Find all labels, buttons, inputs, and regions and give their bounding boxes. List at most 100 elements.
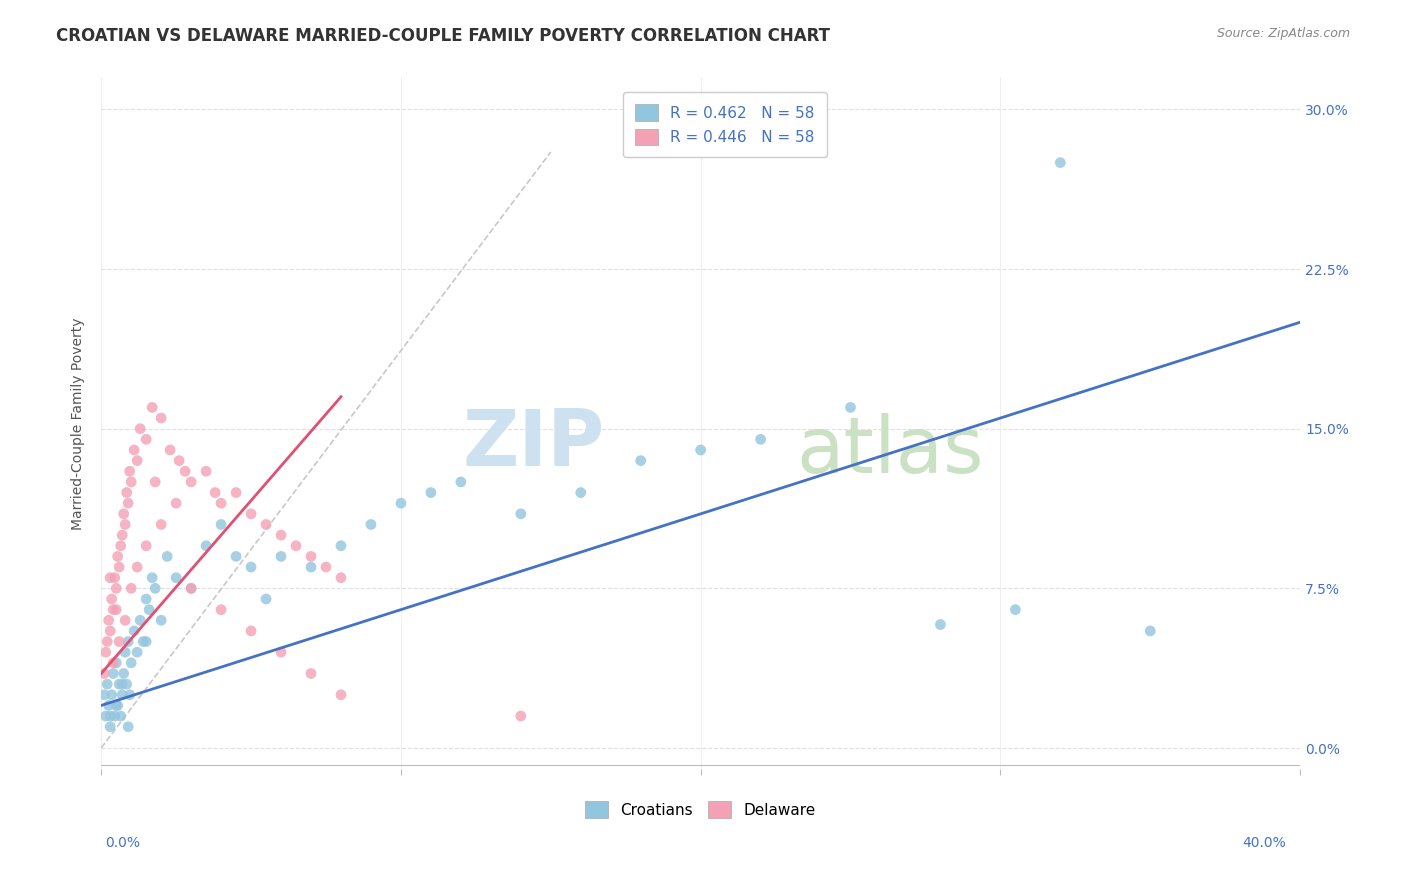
Point (285, 539, 308, 553)
Point (204, 485, 226, 500)
Text: 0.0%: 0.0% (105, 836, 141, 850)
Point (135, 592, 157, 607)
Point (150, 613, 173, 627)
Point (299, 666, 322, 681)
Point (105, 656, 128, 670)
Point (112, 507, 135, 521)
Point (114, 517, 136, 532)
Point (150, 517, 173, 532)
Point (159, 442, 181, 457)
Point (360, 517, 382, 532)
Point (94, 645, 117, 659)
Point (122, 624, 145, 638)
Point (419, 485, 441, 500)
Point (96, 634, 118, 648)
Point (209, 496, 232, 510)
Point (225, 549, 247, 564)
Point (98, 709, 121, 723)
Point (141, 571, 163, 585)
Point (299, 560, 322, 574)
Point (270, 528, 292, 542)
Point (120, 475, 142, 489)
Text: CROATIAN VS DELAWARE MARRIED-COUPLE FAMILY POVERTY CORRELATION CHART: CROATIAN VS DELAWARE MARRIED-COUPLE FAMI… (56, 27, 830, 45)
Point (96, 677, 118, 691)
Point (117, 720, 139, 734)
Point (165, 496, 187, 510)
Point (105, 582, 128, 596)
Point (1004, 602, 1026, 616)
Point (138, 602, 160, 616)
Point (94, 709, 117, 723)
Point (114, 645, 136, 659)
Point (749, 433, 772, 447)
Point (299, 549, 322, 564)
Point (100, 592, 122, 607)
Point (1049, 155, 1071, 169)
Point (180, 582, 202, 596)
Point (135, 433, 157, 447)
Point (450, 475, 472, 489)
Point (108, 634, 131, 648)
Point (270, 645, 292, 659)
Point (270, 549, 292, 564)
Point (225, 485, 247, 500)
Point (315, 560, 337, 574)
Point (117, 634, 139, 648)
Y-axis label: Married-Couple Family Poverty: Married-Couple Family Poverty (72, 318, 86, 530)
Point (180, 475, 202, 489)
Point (240, 624, 263, 638)
Point (93, 666, 115, 681)
Point (100, 688, 122, 702)
Point (108, 677, 131, 691)
Point (115, 677, 138, 691)
Point (167, 453, 190, 467)
Point (330, 571, 353, 585)
Point (105, 602, 128, 616)
Point (93, 688, 115, 702)
Text: ZIP: ZIP (463, 406, 605, 483)
Point (117, 496, 139, 510)
Point (389, 496, 412, 510)
Point (103, 602, 125, 616)
Point (141, 401, 163, 415)
Point (195, 539, 218, 553)
Point (115, 485, 138, 500)
Point (114, 613, 136, 627)
Point (98, 571, 121, 585)
Point (330, 539, 353, 553)
Point (111, 677, 134, 691)
Point (110, 539, 132, 553)
Point (135, 634, 157, 648)
Point (156, 549, 179, 564)
Point (127, 453, 149, 467)
Point (129, 422, 152, 436)
Text: Source: ZipAtlas.com: Source: ZipAtlas.com (1216, 27, 1350, 40)
Point (129, 613, 152, 627)
Point (1139, 624, 1161, 638)
Point (509, 507, 531, 521)
Point (240, 507, 263, 521)
Point (107, 698, 129, 713)
Point (107, 549, 129, 564)
Point (509, 709, 531, 723)
Point (111, 528, 134, 542)
Point (118, 464, 141, 478)
Point (630, 453, 652, 467)
Point (150, 411, 173, 425)
Point (240, 560, 263, 574)
Point (98, 624, 121, 638)
Point (330, 688, 353, 702)
Point (112, 666, 135, 681)
Point (118, 688, 141, 702)
Point (195, 464, 218, 478)
Point (569, 485, 592, 500)
Point (97, 613, 120, 627)
Point (209, 517, 232, 532)
Point (174, 464, 197, 478)
Legend: Croatians, Delaware: Croatians, Delaware (579, 795, 823, 824)
Point (254, 592, 277, 607)
Point (104, 709, 127, 723)
Point (143, 582, 166, 596)
Point (104, 571, 127, 585)
Point (120, 656, 142, 670)
